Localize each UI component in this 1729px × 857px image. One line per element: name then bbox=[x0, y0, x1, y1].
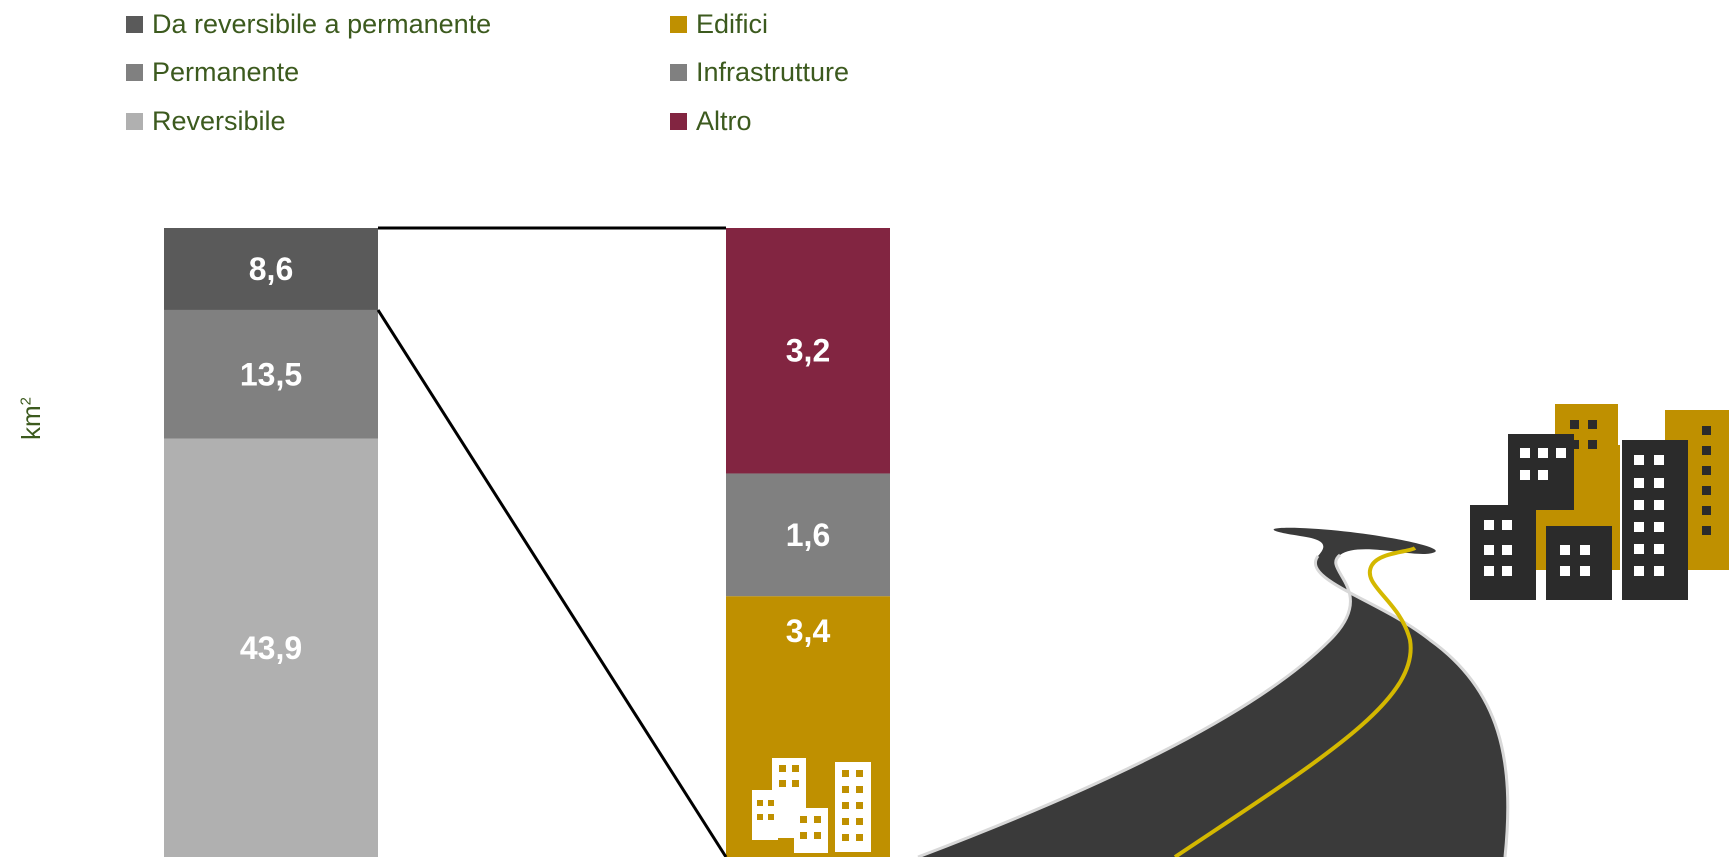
legend-label: Reversibile bbox=[152, 106, 286, 136]
road-edge-left bbox=[917, 553, 1352, 857]
road-illustration bbox=[917, 527, 1510, 857]
data-label: 43,9 bbox=[240, 630, 302, 666]
data-label: 8,6 bbox=[249, 251, 293, 287]
bar-segment-permanente bbox=[164, 309, 378, 439]
buildings-icon bbox=[752, 758, 871, 853]
legend-label: Infrastrutture bbox=[696, 57, 850, 87]
legend-item-edifici: Edifici bbox=[670, 9, 768, 40]
legend-label: Permanente bbox=[152, 57, 300, 87]
data-label: 1,6 bbox=[786, 517, 830, 553]
legend-label: Altro bbox=[696, 106, 752, 136]
data-label: 13,5 bbox=[240, 356, 302, 392]
bar-segment-altro bbox=[726, 228, 890, 474]
bar-segment-infrastrutture bbox=[726, 473, 890, 597]
legend-label: Da reversibile a permanente bbox=[152, 9, 492, 39]
legend-swatch bbox=[126, 113, 143, 130]
connector-lines bbox=[376, 226, 728, 857]
legend-label: Edifici bbox=[696, 9, 769, 39]
legend-swatch bbox=[126, 16, 143, 33]
city-skyline-illustration bbox=[1470, 404, 1729, 600]
data-label: 3,4 bbox=[786, 613, 831, 649]
road-center-line bbox=[1173, 546, 1417, 857]
data-label: 3,2 bbox=[786, 333, 830, 369]
legend-swatch bbox=[126, 64, 143, 81]
bar-segment-reversibile bbox=[164, 438, 378, 857]
road-body bbox=[918, 527, 1508, 857]
bar-segment-da-reversibile-a-permanente bbox=[164, 228, 378, 310]
legend-item-altro: Altro bbox=[670, 106, 752, 137]
connector-line-bottom bbox=[376, 309, 728, 857]
legend-item-da-reversibile-a-permanente: Da reversibile a permanente bbox=[126, 9, 491, 40]
legend-item-permanente: Permanente bbox=[126, 57, 299, 88]
legend-item-infrastrutture: Infrastrutture bbox=[670, 57, 849, 88]
legend-item-reversibile: Reversibile bbox=[126, 106, 286, 137]
road-edge-right bbox=[1314, 555, 1510, 857]
legend-swatch bbox=[670, 113, 687, 130]
legend-swatch bbox=[670, 64, 687, 81]
legend-swatch bbox=[670, 16, 687, 33]
